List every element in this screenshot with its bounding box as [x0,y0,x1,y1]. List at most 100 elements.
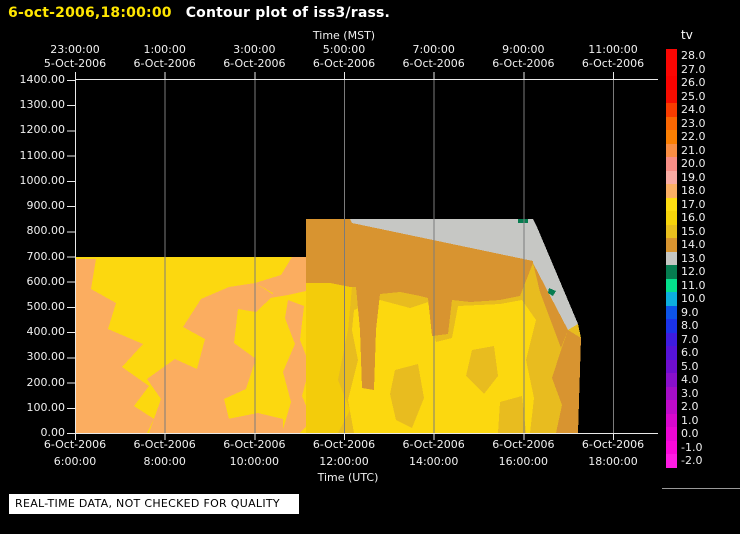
colorbar-row: 1.0 [666,413,706,427]
colorbar-row: 12.0 [666,265,706,279]
colorbar-swatch [666,400,677,414]
bottom-axis-time-label: 6:00:00 [53,455,97,468]
colorbar-row: 11.0 [666,278,706,292]
top-axis-date-label: 6-Oct-2006 [223,57,286,70]
top-axis-time-label: 1:00:00 [143,43,186,56]
colorbar-row: 8.0 [666,319,706,333]
colorbar-row: 10.0 [666,292,706,306]
colorbar-swatch [666,238,677,252]
colorbar-value-label: 16.0 [681,211,706,224]
title-text: Contour plot of iss3/rass. [185,5,391,21]
colorbar-row: 14.0 [666,238,706,252]
top-axis-date-label: 6-Oct-2006 [492,57,555,70]
colorbar-row: 27.0 [666,62,706,76]
top-axis-time-label: 9:00:00 [502,43,545,56]
y-axis-label: 1200.00 [19,123,66,137]
top-axis-date-label: 6-Oct-2006 [402,57,465,70]
contour-region-tv14-top-band [306,219,533,390]
colorbar-swatch [666,278,677,292]
colorbar-value-label: 5.0 [681,359,699,373]
colorbar-value-label: 3.0 [681,386,699,400]
y-axis-label: 200.00 [26,375,66,389]
colorbar-swatch [666,346,677,360]
contour-region-tv18-streak [282,300,312,433]
colorbar-swatch [666,427,677,441]
y-axis-label: 500.00 [26,299,66,313]
colorbar-swatch [666,130,677,144]
colorbar-row: 16.0 [666,211,706,225]
y-axis-label: 1100.00 [19,148,66,162]
colorbar-row: 6.0 [666,346,706,360]
y-axis-label: 800.00 [26,224,66,238]
y-axis-label: 600.00 [26,274,66,288]
colorbar-swatch [666,157,677,171]
colorbar-row: 28.0 [666,49,706,63]
colorbar-swatch [666,305,677,319]
top-axis-date-label: 6-Oct-2006 [133,57,196,70]
top-axis-title: Time (MST) [312,29,376,42]
contour-region-tv18-bottom-strip [228,413,283,433]
colorbar-value-label: 2.0 [681,400,699,413]
colorbar-value-label: 10.0 [681,292,706,305]
colorbar-swatch [666,89,677,103]
colorbar-swatch [666,440,677,454]
bottom-axis-date-label: 6-Oct-2006 [312,438,376,451]
colorbar-row: 18.0 [666,184,706,198]
y-axis-label: 1400.00 [19,73,66,86]
bottom-axis-date-label: 6-Oct-2006 [402,438,465,451]
colorbar-swatch [666,386,677,400]
y-axis-label: 1000.00 [19,173,66,187]
contour-region-tv15-island-3 [498,396,526,433]
colorbar: 28.0 27.0 26.0 25.0 24.0 23.0 22.0 21.0 20.0 19.0… [666,49,706,468]
colorbar-value-label: 15.0 [681,224,706,238]
colorbar-value-label: 26.0 [681,76,706,89]
colorbar-swatch [666,332,677,346]
colorbar-value-label: 14.0 [681,238,706,251]
bottom-axis-date-label: 6-Oct-2006 [43,438,107,451]
colorbar-row: 23.0 [666,116,706,130]
colorbar-row: 0.0 [666,427,706,441]
colorbar-row: 17.0 [666,197,706,211]
colorbar-value-label: 25.0 [681,89,706,103]
contour-region-tv18-center-blob [147,283,274,433]
colorbar-row: 24.0 [666,103,706,117]
top-axis-date-label: 6-Oct-2006 [581,57,645,70]
contour-region-tv15-island-1 [390,364,424,428]
bottom-axis-date-label: 6-Oct-2006 [492,438,555,451]
y-axis-label: 100.00 [26,400,66,414]
top-axis-date-label: 6-Oct-2006 [312,57,376,70]
colorbar-swatch [666,373,677,387]
colorbar-swatch [666,211,677,225]
y-axis-label: 1300.00 [19,98,66,112]
contour-region-tv18-left-edge [75,259,154,433]
y-axis-label: 300.00 [26,350,66,364]
colorbar-swatch [666,454,677,468]
colorbar-swatch [666,251,677,265]
bottom-axis-date-label: 6-Oct-2006 [581,438,645,451]
colorbar-title: tv [681,28,693,42]
colorbar-row: 22.0 [666,130,706,144]
colorbar-value-label: 27.0 [681,62,706,76]
colorbar-row: 9.0 [666,305,706,319]
quality-notice: REAL-TIME DATA, NOT CHECKED FOR QUALITY [9,494,299,514]
bottom-axis-time-label: 8:00:00 [143,455,186,468]
plot-title: 6-oct-2006,18:00:00 Contour plot of iss3/… [8,5,390,21]
top-axis-time-label: 3:00:00 [233,43,276,56]
bottom-axis-date-label: 6-Oct-2006 [223,438,286,451]
colorbar-row: 2.0 [666,400,706,414]
colorbar-value-label: -1.0 [681,440,703,454]
colorbar-value-label: 21.0 [681,143,706,157]
y-axis-label: 900.00 [26,199,66,213]
colorbar-swatch [666,319,677,333]
bottom-axis-time-label: 16:00:00 [498,455,549,468]
colorbar-swatch [666,76,677,90]
contour-region-tv12-speck-slope [548,288,556,296]
colorbar-value-label: 8.0 [681,319,699,332]
bottom-axis-title: Time (UTC) [317,471,379,484]
colorbar-swatch [666,116,677,130]
colorbar-swatch [666,62,677,76]
colorbar-row: 20.0 [666,157,706,171]
axes-and-gridlines [67,72,658,440]
